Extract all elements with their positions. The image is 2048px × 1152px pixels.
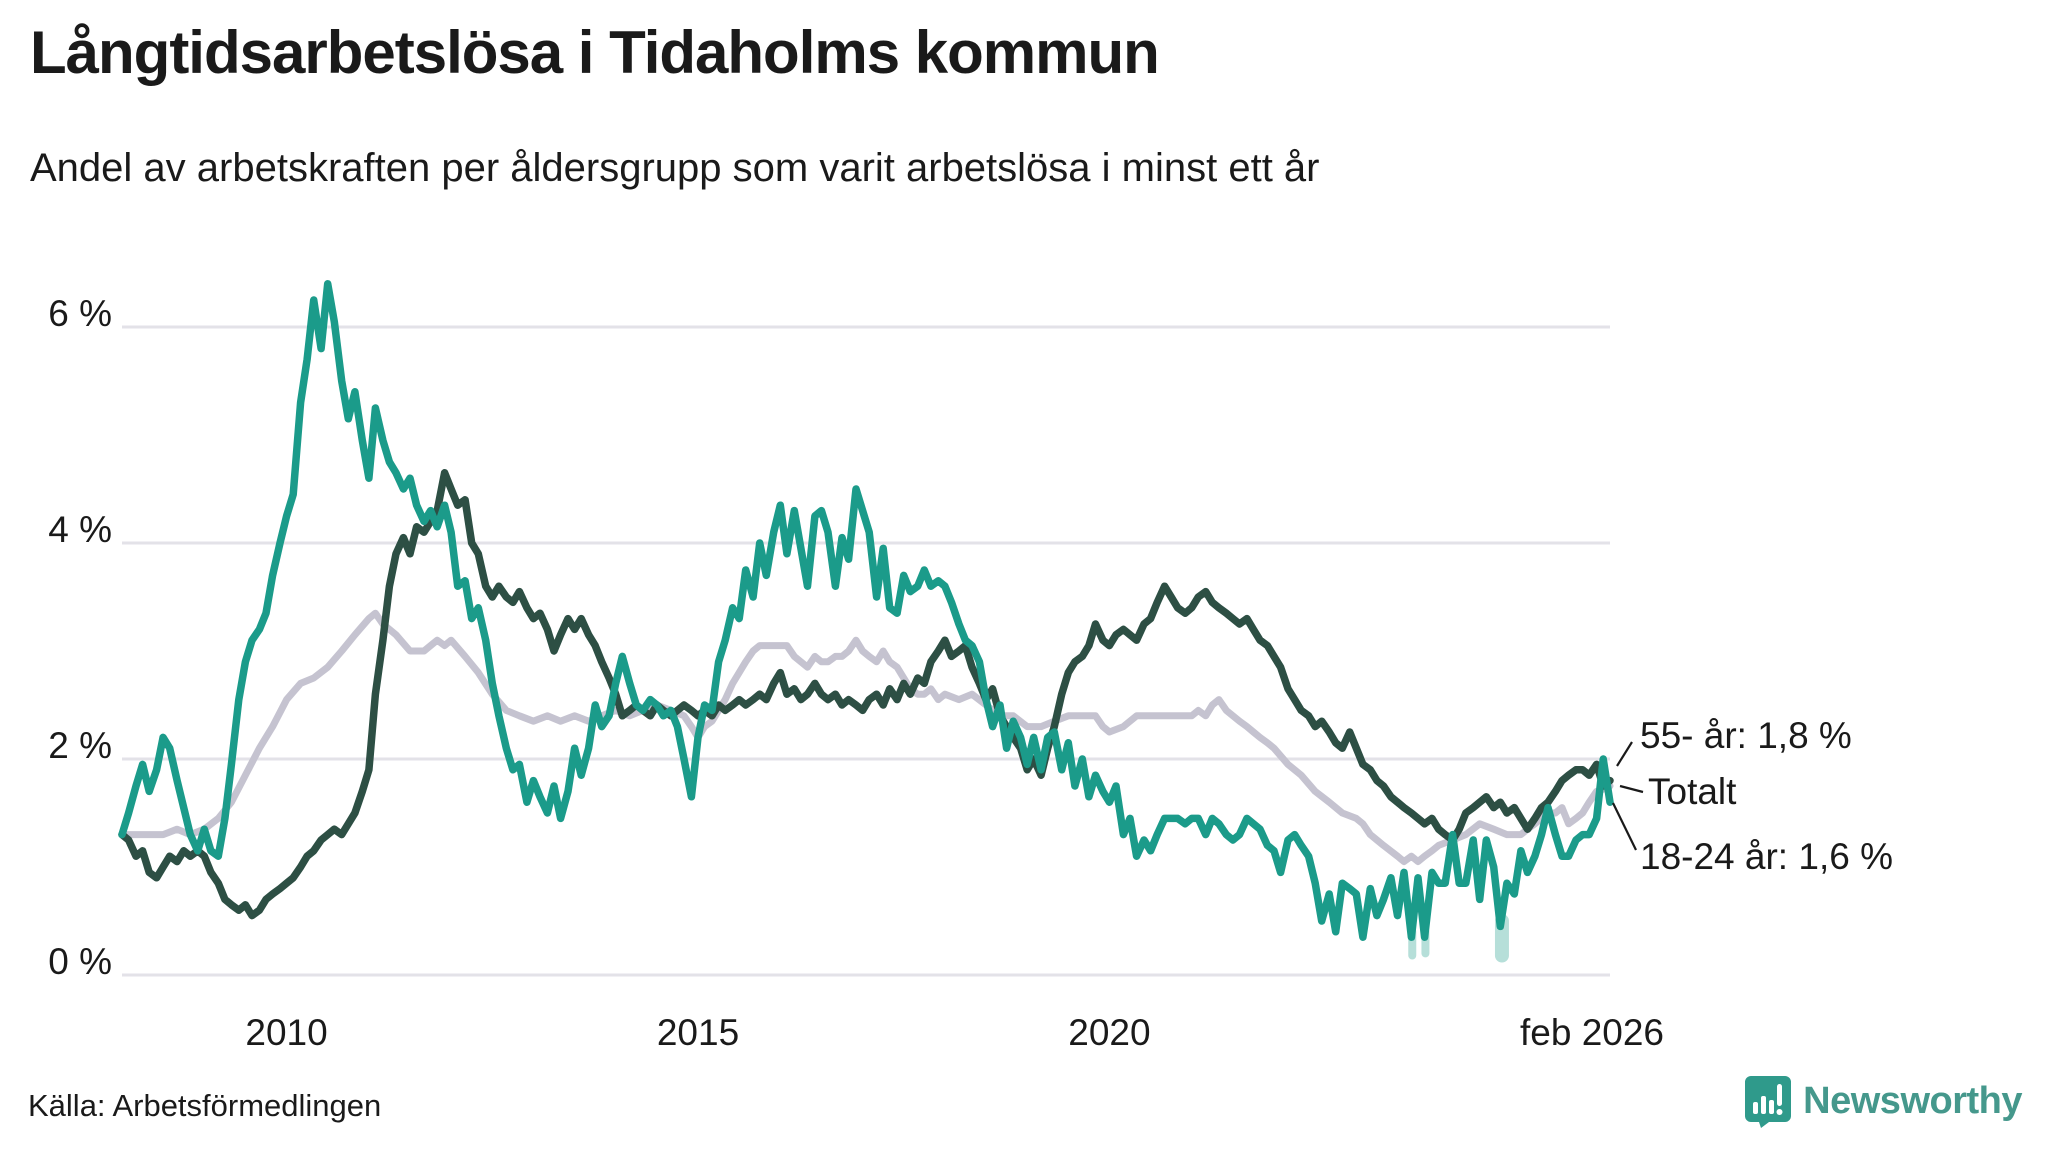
x-tick-2015: 2015	[656, 1012, 740, 1053]
page-title: Långtidsarbetslösa i Tidaholms kommun	[30, 19, 1160, 86]
y-tick-2: 2 %	[48, 725, 112, 766]
x-tick-2020: 2020	[1068, 1012, 1151, 1053]
newsworthy-logo-icon	[1743, 1074, 1793, 1128]
annotation-18-24-ar: 18-24 år: 1,6 %	[1640, 836, 1893, 877]
x-tick-2010: 2010	[245, 1012, 328, 1053]
y-tick-6: 6 %	[48, 293, 112, 334]
y-tick-0: 0 %	[48, 941, 112, 982]
annotation-55-ar: 55- år: 1,8 %	[1640, 715, 1852, 756]
x-tick-feb-2026: feb 2026	[1519, 1012, 1665, 1053]
page-subtitle: Andel av arbetskraften per åldersgrupp s…	[30, 146, 1320, 190]
source-note: Källa: Arbetsförmedlingen	[28, 1088, 382, 1123]
y-tick-4: 4 %	[48, 509, 112, 550]
annotation-totalt: Totalt	[1648, 771, 1737, 812]
newsworthy-wordmark: Newsworthy	[1803, 1079, 2022, 1122]
newsworthy-brand: Newsworthy	[1743, 1074, 2022, 1128]
